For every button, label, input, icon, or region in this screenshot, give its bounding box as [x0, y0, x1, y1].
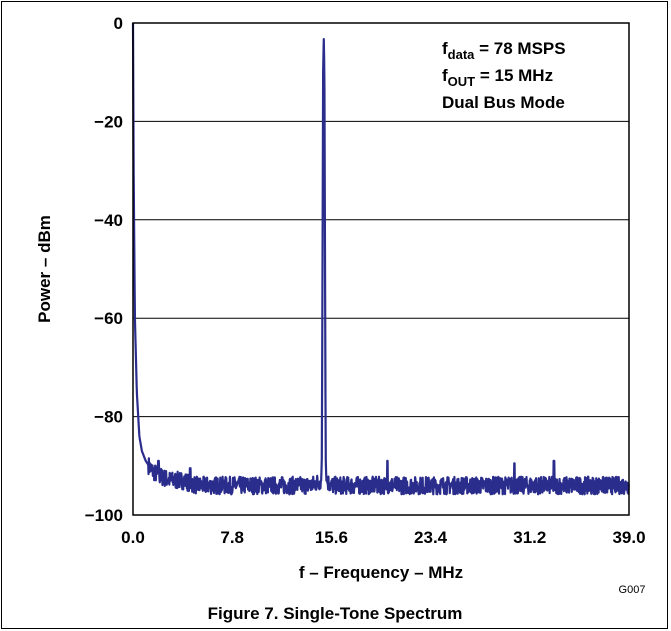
spectrum-trace [131, 22, 630, 496]
x-tick-labels: 0.0 7.8 15.6 23.4 31.2 39.0 [121, 528, 645, 547]
y-axis-label: Power – dBm [35, 215, 54, 323]
x-tick-label: 39.0 [612, 528, 645, 547]
y-tick-label: −60 [94, 309, 123, 328]
figure-code: G007 [619, 584, 646, 596]
x-tick-label: 7.8 [220, 528, 244, 547]
x-tick-label: 31.2 [513, 528, 546, 547]
y-tick-label: −80 [94, 408, 123, 427]
y-tick-labels: 0 −20 −40 −60 −80 −100 [85, 14, 123, 525]
annotation-line: fdata = 78 MSPS [442, 39, 566, 62]
figure-caption: Figure 7. Single-Tone Spectrum [208, 604, 463, 623]
annotation-box: fdata = 78 MSPS fOUT = 15 MHz Dual Bus Mod… [442, 39, 566, 112]
spectrum-trace-group [131, 22, 630, 496]
x-tick-label: 23.4 [414, 528, 448, 547]
x-tick-label: 15.6 [315, 528, 348, 547]
y-tick-label: 0 [114, 14, 123, 33]
grid-lines [133, 120, 629, 418]
x-axis-label: f – Frequency – MHz [299, 563, 463, 582]
x-tick-label: 0.0 [121, 528, 145, 547]
annotation-line: Dual Bus Mode [442, 93, 565, 112]
y-tick-label: −40 [94, 211, 123, 230]
y-tick-label: −20 [94, 112, 123, 131]
y-tick-label: −100 [85, 506, 123, 525]
plot-area [132, 22, 630, 516]
annotation-line: fOUT = 15 MHz [442, 66, 553, 89]
